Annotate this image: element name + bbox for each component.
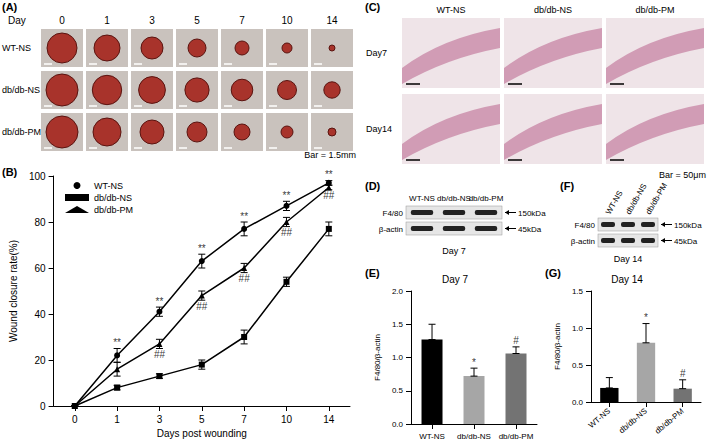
svg-text:db/db-NS: db/db-NS — [623, 182, 649, 216]
svg-text:Bar = 1.5mm: Bar = 1.5mm — [304, 150, 356, 160]
svg-text:##: ## — [196, 301, 208, 312]
svg-text:db/db-NS: db/db-NS — [2, 85, 40, 95]
svg-text:1.5: 1.5 — [392, 320, 404, 329]
svg-text:#: # — [513, 335, 519, 346]
svg-text:0.0: 0.0 — [392, 420, 404, 429]
svg-text:5: 5 — [199, 414, 205, 425]
svg-text:db/db-NS: db/db-NS — [617, 407, 649, 436]
svg-text:20: 20 — [34, 355, 46, 366]
svg-text:##: ## — [154, 349, 166, 360]
svg-text:**: ** — [240, 211, 248, 222]
svg-text:Day14: Day14 — [366, 124, 392, 134]
svg-text:##: ## — [323, 190, 335, 201]
svg-text:Day 14: Day 14 — [611, 274, 643, 285]
svg-text:**: ** — [156, 296, 164, 307]
svg-text:(D): (D) — [365, 180, 381, 192]
svg-text:db/db-NS: db/db-NS — [94, 193, 132, 203]
svg-text:0: 0 — [59, 15, 65, 26]
svg-text:##: ## — [239, 273, 251, 284]
svg-text:1: 1 — [114, 414, 120, 425]
svg-text:7: 7 — [241, 414, 247, 425]
svg-text:F4/80/β-actin: F4/80/β-actin — [373, 334, 382, 381]
svg-text:Day 7: Day 7 — [442, 246, 466, 256]
svg-text:1.0: 1.0 — [572, 324, 584, 333]
svg-text:0: 0 — [40, 401, 46, 412]
svg-text:100: 100 — [29, 171, 46, 182]
svg-text:45kDa: 45kDa — [518, 225, 542, 234]
svg-text:0.0: 0.0 — [572, 398, 584, 407]
svg-text:db/db-NS: db/db-NS — [437, 194, 471, 203]
svg-text:db/db-NS: db/db-NS — [457, 432, 491, 441]
svg-text:*: * — [644, 312, 648, 323]
svg-text:**: ** — [113, 337, 121, 348]
svg-text:0: 0 — [72, 414, 78, 425]
svg-text:β-actin: β-actin — [379, 225, 403, 234]
svg-text:(F): (F) — [560, 180, 574, 192]
svg-text:Day7: Day7 — [366, 48, 387, 58]
svg-text:80: 80 — [34, 217, 46, 228]
svg-text:WT-NS: WT-NS — [2, 43, 31, 53]
svg-text:##: ## — [281, 227, 293, 238]
svg-text:F4/80: F4/80 — [575, 221, 596, 230]
svg-text:db/db-PM: db/db-PM — [653, 406, 686, 435]
svg-text:F4/80/β-actin: F4/80/β-actin — [553, 323, 562, 370]
svg-text:(G): (G) — [545, 267, 561, 279]
svg-text:(A): (A) — [2, 1, 18, 13]
svg-text:WT-NS: WT-NS — [419, 432, 445, 441]
svg-text:Day 7: Day 7 — [442, 274, 469, 285]
svg-text:WT-NS: WT-NS — [604, 189, 625, 216]
svg-text:1.0: 1.0 — [392, 353, 404, 362]
svg-text:40: 40 — [34, 309, 46, 320]
svg-text:β-actin: β-actin — [571, 237, 595, 246]
svg-text:WT-NS: WT-NS — [94, 181, 123, 191]
svg-text:db/db-PM: db/db-PM — [2, 127, 41, 137]
svg-text:db/db-NS: db/db-NS — [534, 5, 572, 15]
svg-text:60: 60 — [34, 263, 46, 274]
svg-text:F4/80: F4/80 — [383, 209, 404, 218]
svg-text:5: 5 — [194, 15, 200, 26]
svg-text:10: 10 — [281, 414, 293, 425]
svg-text:0.5: 0.5 — [572, 361, 584, 370]
svg-text:db/db-PM: db/db-PM — [635, 5, 674, 15]
svg-text:db/db-PM: db/db-PM — [644, 181, 669, 216]
svg-text:10: 10 — [281, 15, 293, 26]
svg-text:3: 3 — [157, 414, 163, 425]
svg-text:**: ** — [283, 190, 291, 201]
svg-text:(B): (B) — [2, 166, 18, 178]
svg-text:Wound closure rate(%): Wound closure rate(%) — [8, 240, 19, 342]
svg-text:0.5: 0.5 — [392, 386, 404, 395]
svg-text:**: ** — [198, 243, 206, 254]
svg-text:150kDa: 150kDa — [518, 209, 546, 218]
svg-text:14: 14 — [326, 15, 338, 26]
svg-text:7: 7 — [239, 15, 245, 26]
svg-text:14: 14 — [323, 414, 335, 425]
svg-text:**: ** — [325, 169, 333, 180]
svg-text:db/db-PM: db/db-PM — [499, 432, 534, 441]
svg-text:3: 3 — [149, 15, 155, 26]
svg-text:Day 14: Day 14 — [614, 254, 643, 264]
svg-text:150kDa: 150kDa — [674, 221, 702, 230]
svg-text:1.5: 1.5 — [572, 287, 584, 296]
svg-text:(E): (E) — [365, 267, 380, 279]
svg-text:#: # — [680, 368, 686, 379]
svg-text:db/db-PM: db/db-PM — [94, 205, 133, 215]
svg-text:WT-NS: WT-NS — [437, 5, 466, 15]
svg-text:2.0: 2.0 — [392, 287, 404, 296]
svg-text:WT-NS: WT-NS — [587, 407, 613, 430]
svg-text:45kDa: 45kDa — [674, 237, 698, 246]
svg-text:WT-NS: WT-NS — [409, 194, 435, 203]
svg-text:Days post wounding: Days post wounding — [157, 428, 247, 439]
svg-text:(C): (C) — [365, 1, 381, 13]
svg-text:*: * — [472, 357, 476, 368]
svg-text:1: 1 — [104, 15, 110, 26]
svg-text:Day: Day — [8, 15, 26, 26]
svg-text:Bar = 50μm: Bar = 50μm — [659, 170, 706, 180]
svg-text:db/db-PM: db/db-PM — [469, 194, 504, 203]
